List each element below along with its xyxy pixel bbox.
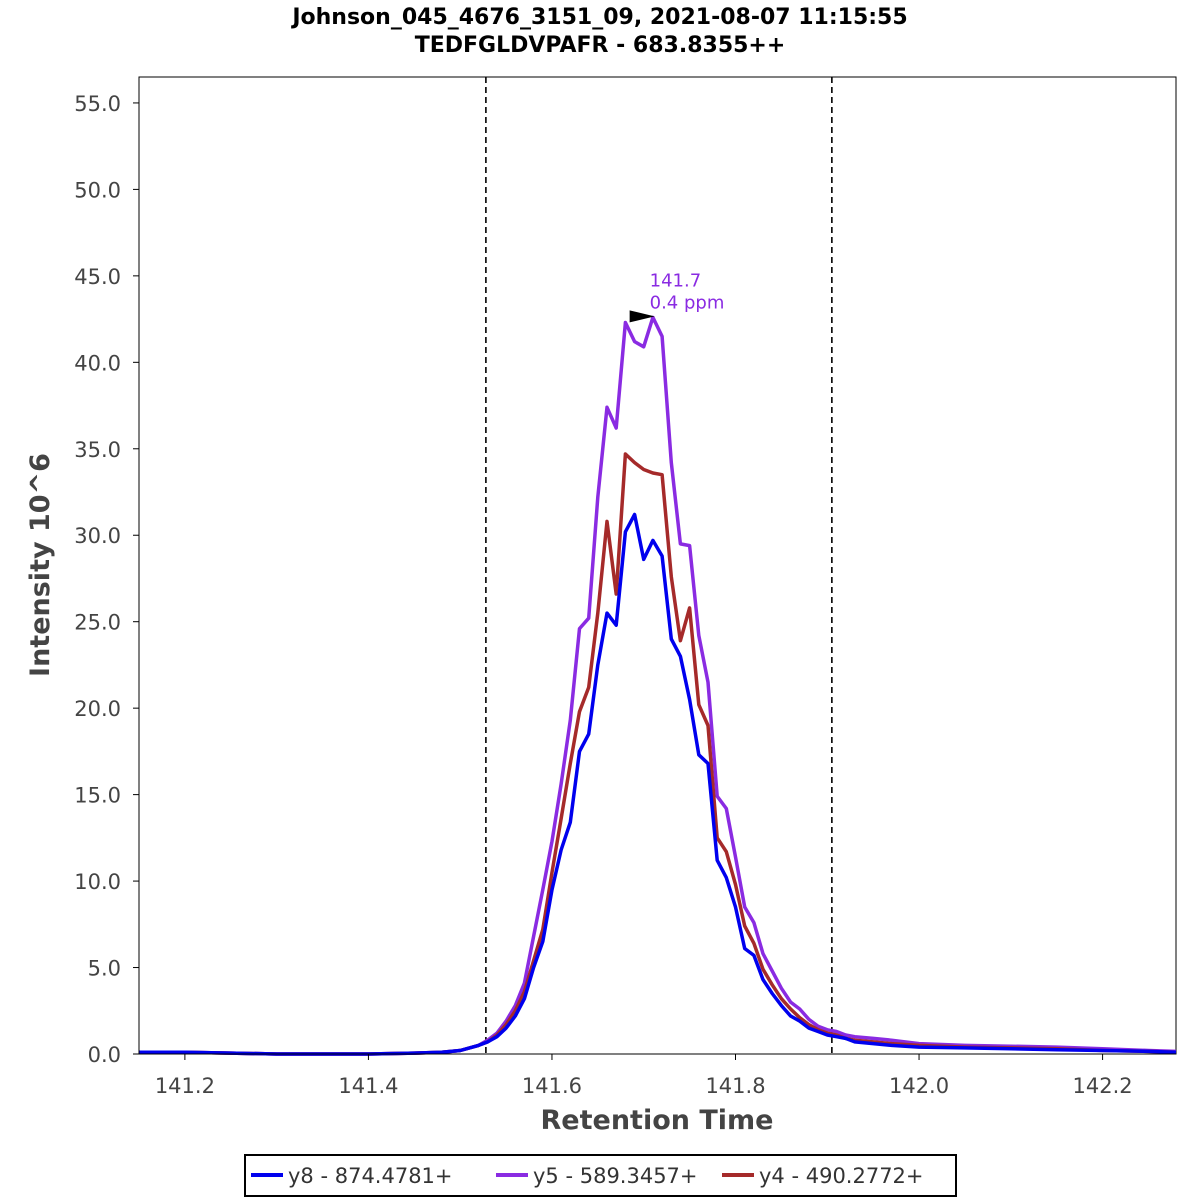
y-tick-label: 5.0 xyxy=(88,957,121,981)
x-tick-label: 141.8 xyxy=(705,1074,765,1098)
y-tick-label: 0.0 xyxy=(88,1043,121,1067)
chart-title: Johnson_045_4676_3151_09, 2021-08-07 11:… xyxy=(290,5,907,30)
legend-label: y5 - 589.3457+ xyxy=(533,1164,698,1188)
y-tick-label: 25.0 xyxy=(74,611,121,635)
x-axis-label: Retention Time xyxy=(541,1105,774,1136)
x-tick-label: 141.4 xyxy=(338,1074,398,1098)
y-tick-label: 10.0 xyxy=(74,870,121,894)
y-tick-label: 55.0 xyxy=(74,92,121,116)
series-lines xyxy=(139,315,1177,1056)
x-axis: 141.2 141.4 141.6 141.8 142.0 142.2 xyxy=(139,1053,1176,1098)
y-tick-label: 50.0 xyxy=(74,178,121,202)
plot-area xyxy=(138,76,1177,1055)
y-tick-label: 30.0 xyxy=(74,524,121,548)
peak-arrow-icon xyxy=(629,310,655,323)
x-tick-label: 141.2 xyxy=(155,1074,215,1098)
x-tick-label: 142.0 xyxy=(889,1074,949,1098)
y-axis-label: Intensity 10^6 xyxy=(25,453,56,677)
y-tick-label: 20.0 xyxy=(74,697,121,721)
series-line-y8 xyxy=(139,512,1177,1056)
peak-boundaries xyxy=(485,77,833,1054)
y-tick-label: 35.0 xyxy=(74,438,121,462)
peak-rt-label: 141.7 xyxy=(650,270,702,291)
y-tick-label: 15.0 xyxy=(74,784,121,808)
legend: y8 - 874.4781+ y5 - 589.3457+ y4 - 490.277… xyxy=(244,1154,957,1197)
peak-annotation: 141.7 0.4 ppm xyxy=(629,270,725,323)
x-tick-label: 142.2 xyxy=(1073,1074,1133,1098)
x-tick-label: 141.6 xyxy=(522,1074,582,1098)
legend-label: y8 - 874.4781+ xyxy=(288,1164,453,1188)
y-axis: 0.0 5.0 10.0 15.0 20.0 25.0 30.0 35.0 40.0 45.0 50… xyxy=(74,77,140,1067)
y-tick-label: 40.0 xyxy=(74,351,121,375)
chart-subtitle: TEDFGLDVPAFR - 683.8355++ xyxy=(415,33,786,58)
legend-box xyxy=(244,1154,957,1197)
legend-label: y4 - 490.2772+ xyxy=(759,1164,924,1188)
peak-ppm-label: 0.4 ppm xyxy=(650,292,725,313)
y-tick-label: 45.0 xyxy=(74,265,121,289)
